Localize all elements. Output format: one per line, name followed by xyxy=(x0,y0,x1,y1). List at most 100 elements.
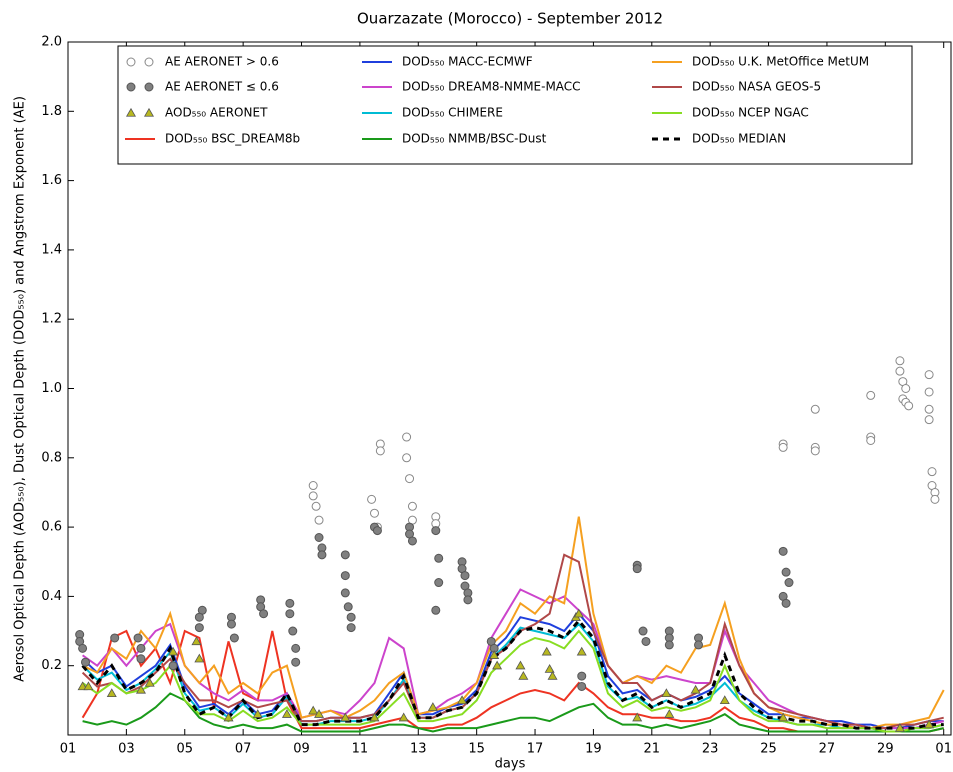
x-tick-label: 21 xyxy=(644,742,661,757)
data-point xyxy=(577,681,587,691)
data-point xyxy=(407,501,417,511)
legend-label: AE AERONET ≤ 0.6 xyxy=(165,80,279,94)
data-point xyxy=(924,404,934,414)
data-point xyxy=(460,571,470,581)
data-point xyxy=(489,650,500,659)
data-point xyxy=(547,670,558,680)
data-point xyxy=(78,643,88,653)
legend-label: DOD₅₅₀ MACC-ECMWF xyxy=(402,55,533,69)
chart-title: Ouarzazate (Morocco) - September 2012 xyxy=(357,10,663,28)
y-tick-label: 1.6 xyxy=(41,173,62,188)
data-point xyxy=(690,684,701,694)
data-point xyxy=(194,623,204,633)
data-point xyxy=(632,712,643,722)
data-point xyxy=(191,636,202,646)
series-line xyxy=(82,516,945,730)
data-point xyxy=(226,619,236,629)
data-point xyxy=(372,526,382,536)
x-tick-label: 11 xyxy=(352,742,369,757)
legend-label: DOD₅₅₀ U.K. MetOffice MetUM xyxy=(692,55,869,69)
legend-swatch xyxy=(144,82,154,92)
x-tick-label: 09 xyxy=(293,742,310,757)
data-point xyxy=(405,474,415,484)
x-tick-label: 03 xyxy=(118,742,135,757)
data-point xyxy=(135,684,146,694)
legend-swatch xyxy=(144,57,154,67)
data-point xyxy=(781,567,791,577)
series-line xyxy=(82,692,944,733)
data-point xyxy=(317,550,327,560)
data-point xyxy=(576,646,587,656)
data-point xyxy=(136,643,146,653)
data-point xyxy=(515,660,526,670)
data-point xyxy=(81,657,91,667)
legend-swatch xyxy=(143,107,155,117)
data-point xyxy=(308,705,319,715)
legend-label: DOD₅₅₀ MEDIAN xyxy=(692,132,786,146)
data-point xyxy=(133,633,143,643)
data-point xyxy=(664,709,675,718)
x-tick-label: 25 xyxy=(760,742,777,757)
data-point xyxy=(638,626,648,636)
series-line xyxy=(81,629,944,733)
legend-swatch xyxy=(126,57,136,67)
data-point xyxy=(252,709,263,718)
legend-label: DOD₅₅₀ BSC_DREAM8b xyxy=(165,132,300,146)
data-point xyxy=(924,387,934,397)
data-point xyxy=(369,712,380,722)
y-tick-label: 2.0 xyxy=(41,35,62,50)
legend-swatch xyxy=(125,107,137,117)
data-point xyxy=(83,681,94,691)
data-point xyxy=(434,553,444,563)
x-tick-label: 23 xyxy=(702,742,719,757)
data-point xyxy=(402,432,412,442)
data-point xyxy=(573,608,584,618)
data-point xyxy=(431,605,441,615)
data-point xyxy=(343,602,353,612)
data-point xyxy=(924,370,934,380)
x-tick-label: 29 xyxy=(877,742,894,757)
legend-label: AE AERONET > 0.6 xyxy=(165,55,279,69)
data-point xyxy=(340,550,350,560)
data-point xyxy=(541,646,552,656)
legend-label: DOD₅₅₀ DREAM8-NMME-MACC xyxy=(402,80,581,94)
data-point xyxy=(346,612,356,622)
y-tick-label: 1.8 xyxy=(41,104,62,119)
data-point xyxy=(661,688,672,698)
data-point xyxy=(285,609,295,619)
data-point xyxy=(427,702,438,711)
data-point xyxy=(367,494,377,504)
data-point xyxy=(369,508,379,518)
x-tick-label: 27 xyxy=(819,742,836,757)
data-point xyxy=(285,598,295,608)
y-tick-label: 1.2 xyxy=(41,312,62,327)
data-point xyxy=(398,712,409,722)
data-point xyxy=(778,712,789,722)
data-point xyxy=(924,415,934,425)
y-tick-label: 1.0 xyxy=(41,381,62,396)
y-axis-label: Aerosol Optical Depth (AOD₅₅₀), Dust Opt… xyxy=(13,96,28,682)
y-tick-label: 0.8 xyxy=(41,450,62,465)
series-line xyxy=(81,618,944,730)
data-point xyxy=(194,612,204,622)
data-point xyxy=(778,442,788,452)
data-point xyxy=(314,709,325,718)
data-point xyxy=(407,536,417,546)
x-tick-label: 01 xyxy=(60,742,77,757)
legend-label: AOD₅₅₀ AERONET xyxy=(165,106,268,120)
data-point xyxy=(866,435,876,445)
data-point xyxy=(463,595,473,605)
data-point xyxy=(895,356,905,366)
data-point xyxy=(291,657,301,667)
legend-box xyxy=(117,45,913,165)
x-tick-label: 05 xyxy=(176,742,193,757)
x-tick-label: 01 xyxy=(935,742,952,757)
x-tick-label: 19 xyxy=(585,742,602,757)
data-point xyxy=(259,609,269,619)
data-point xyxy=(784,578,794,588)
data-point xyxy=(340,571,350,581)
data-point xyxy=(308,491,318,501)
data-point xyxy=(518,670,529,680)
data-point xyxy=(904,401,914,411)
